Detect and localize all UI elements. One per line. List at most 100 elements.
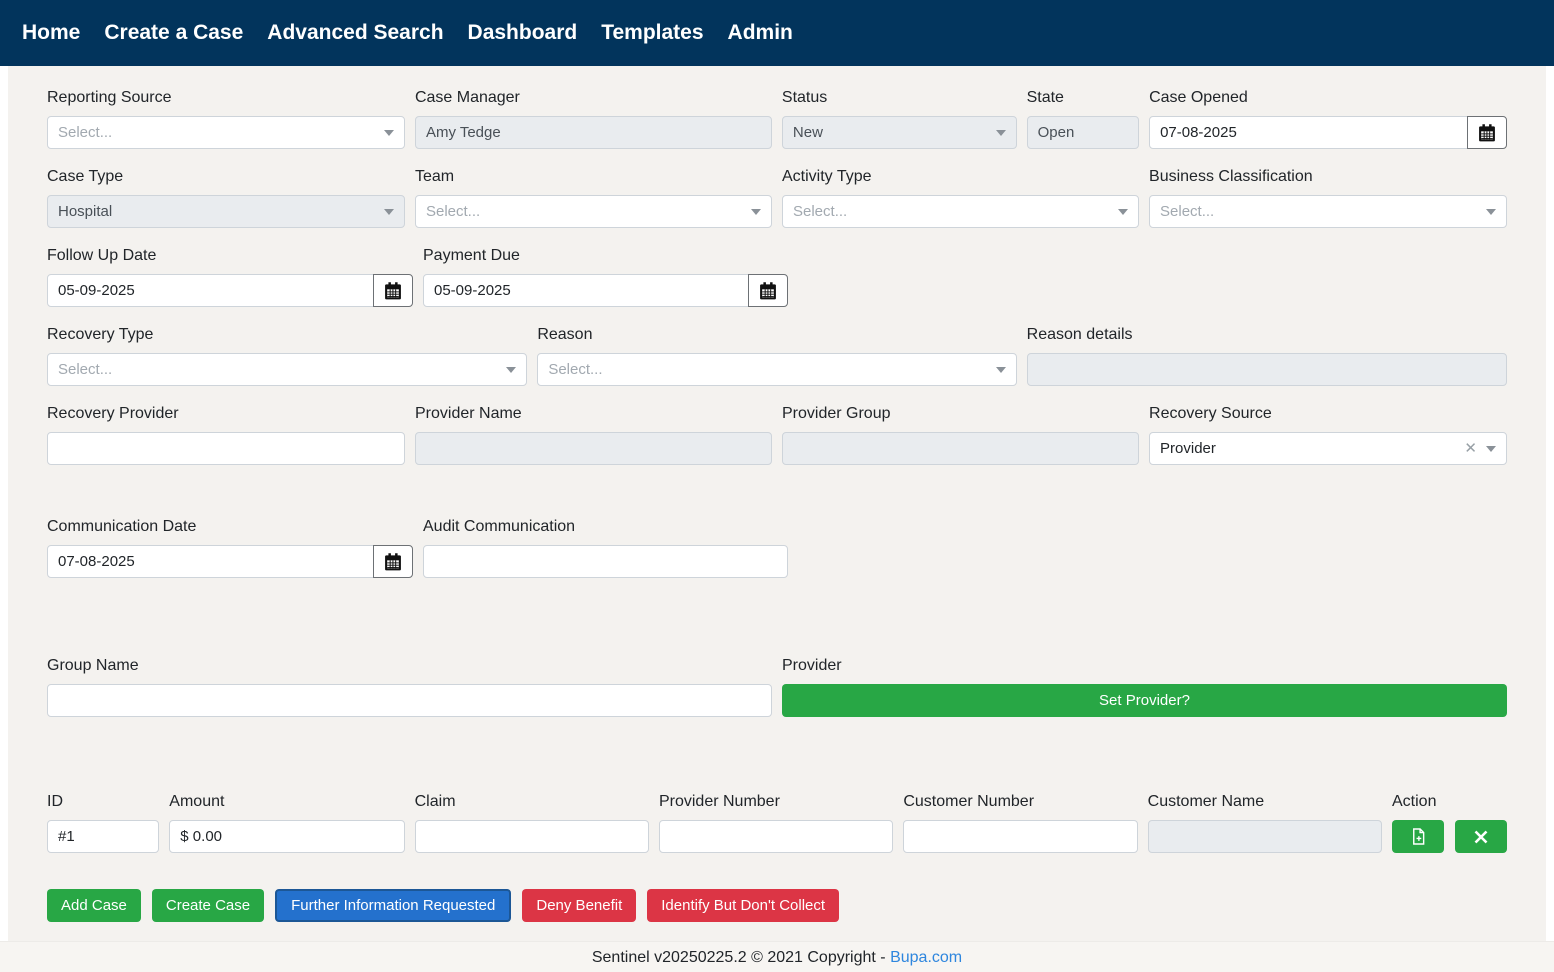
customer-number-input[interactable] bbox=[903, 820, 1138, 853]
field-reason-details: Reason details bbox=[1026, 325, 1507, 386]
state-label: State bbox=[1026, 89, 1064, 106]
chevron-down-icon bbox=[995, 129, 1006, 136]
customer-number-label: Customer Number bbox=[903, 793, 1035, 810]
provider-label: Provider bbox=[782, 657, 842, 674]
field-follow-up-date: Follow Up Date bbox=[47, 246, 413, 307]
form-actions: Add Case Create Case Further Information… bbox=[47, 889, 1507, 922]
case-opened-input[interactable] bbox=[1149, 116, 1468, 149]
team-select[interactable]: Select... bbox=[414, 195, 772, 228]
provider-name-input bbox=[414, 432, 772, 465]
case-opened-calendar-button[interactable] bbox=[1467, 116, 1507, 149]
field-reason: Reason Select... bbox=[537, 325, 1017, 386]
chevron-down-icon bbox=[383, 129, 394, 136]
payment-due-calendar-button[interactable] bbox=[748, 274, 788, 307]
nav-item-templates[interactable]: Templates bbox=[601, 21, 704, 44]
chevron-down-icon bbox=[995, 366, 1006, 373]
close-icon bbox=[1474, 830, 1488, 843]
activity-type-select[interactable]: Select... bbox=[782, 195, 1140, 228]
field-case-opened: Case Opened bbox=[1149, 88, 1507, 149]
payment-due-input[interactable] bbox=[423, 274, 749, 307]
business-classification-select[interactable]: Select... bbox=[1149, 195, 1507, 228]
case-opened-label: Case Opened bbox=[1149, 89, 1248, 106]
field-team: Team Select... bbox=[414, 167, 772, 228]
case-manager-label: Case Manager bbox=[414, 89, 520, 106]
recovery-source-label: Recovery Source bbox=[1149, 405, 1272, 422]
further-information-requested-button[interactable]: Further Information Requested bbox=[275, 889, 512, 922]
field-activity-type: Activity Type Select... bbox=[782, 167, 1140, 228]
team-label: Team bbox=[414, 168, 455, 185]
communication-date-calendar-button[interactable] bbox=[373, 545, 413, 578]
field-reporting-source: Reporting Source Select... bbox=[47, 88, 405, 149]
claim-label: Claim bbox=[414, 793, 456, 810]
clear-icon[interactable]: ✕ bbox=[1464, 440, 1477, 457]
status-select[interactable]: New bbox=[781, 116, 1017, 149]
chevron-down-icon bbox=[1486, 208, 1496, 215]
provider-name-label: Provider Name bbox=[414, 405, 522, 422]
field-group-name: Group Name bbox=[47, 656, 772, 717]
reason-details-label: Reason details bbox=[1026, 326, 1133, 343]
nav-item-home[interactable]: Home bbox=[22, 21, 81, 44]
reporting-source-select[interactable]: Select... bbox=[47, 116, 405, 149]
field-action: Action bbox=[1392, 792, 1507, 853]
add-document-icon bbox=[1412, 828, 1424, 845]
page-bottom-band bbox=[0, 941, 1554, 972]
reason-select[interactable]: Select... bbox=[537, 353, 1017, 386]
field-audit-communication: Audit Communication bbox=[423, 517, 788, 578]
recovery-provider-label: Recovery Provider bbox=[47, 405, 179, 422]
add-case-button[interactable]: Add Case bbox=[47, 889, 141, 922]
nav-item-advanced-search[interactable]: Advanced Search bbox=[267, 21, 444, 44]
field-provider: Provider Set Provider? bbox=[782, 656, 1507, 717]
field-case-manager: Case Manager bbox=[414, 88, 772, 149]
communication-date-label: Communication Date bbox=[47, 518, 197, 535]
field-provider-number: Provider Number bbox=[658, 792, 894, 853]
follow-up-date-label: Follow Up Date bbox=[47, 247, 157, 264]
follow-up-date-calendar-button[interactable] bbox=[373, 274, 413, 307]
chevron-down-icon bbox=[751, 208, 761, 215]
add-claim-line-button[interactable] bbox=[1392, 820, 1444, 853]
group-name-input[interactable] bbox=[47, 684, 772, 717]
recovery-source-select[interactable]: Provider ✕ bbox=[1149, 432, 1507, 465]
action-label: Action bbox=[1392, 793, 1437, 810]
set-provider-button[interactable]: Set Provider? bbox=[782, 684, 1507, 717]
provider-number-label: Provider Number bbox=[658, 793, 780, 810]
case-form: Reporting Source Select... Case Manager … bbox=[8, 66, 1546, 966]
recovery-provider-input[interactable] bbox=[47, 432, 405, 465]
field-customer-number: Customer Number bbox=[903, 792, 1138, 853]
field-recovery-source: Recovery Source Provider ✕ bbox=[1149, 404, 1507, 465]
calendar-icon bbox=[760, 281, 776, 299]
claim-input[interactable] bbox=[414, 820, 649, 853]
calendar-icon bbox=[385, 281, 401, 299]
nav-item-dashboard[interactable]: Dashboard bbox=[467, 21, 578, 44]
customer-name-input bbox=[1147, 820, 1382, 853]
audit-communication-label: Audit Communication bbox=[423, 518, 576, 535]
claim-id-input[interactable] bbox=[47, 820, 160, 853]
calendar-icon bbox=[1479, 123, 1495, 141]
footer: Sentinel v20250225.2 © 2021 Copyright - … bbox=[47, 949, 1507, 967]
audit-communication-input[interactable] bbox=[423, 545, 788, 578]
payment-due-label: Payment Due bbox=[423, 247, 520, 264]
team-value: Select... bbox=[425, 203, 481, 220]
activity-type-label: Activity Type bbox=[782, 168, 872, 185]
recovery-type-value: Select... bbox=[58, 361, 113, 378]
nav-item-admin[interactable]: Admin bbox=[727, 21, 793, 44]
claim-id-label: ID bbox=[47, 793, 63, 810]
claim-amount-input[interactable] bbox=[169, 820, 405, 853]
case-type-label: Case Type bbox=[47, 168, 124, 185]
chevron-down-icon bbox=[383, 208, 394, 215]
identify-but-dont-collect-button[interactable]: Identify But Don't Collect bbox=[647, 889, 840, 922]
remove-claim-line-button[interactable] bbox=[1455, 820, 1507, 853]
recovery-type-label: Recovery Type bbox=[47, 326, 154, 343]
provider-number-input[interactable] bbox=[658, 820, 894, 853]
nav-item-create-a-case[interactable]: Create a Case bbox=[104, 21, 244, 44]
case-type-select[interactable]: Hospital bbox=[47, 195, 405, 228]
deny-benefit-button[interactable]: Deny Benefit bbox=[522, 889, 637, 922]
communication-date-input[interactable] bbox=[47, 545, 374, 578]
follow-up-date-input[interactable] bbox=[47, 274, 374, 307]
field-claim-number: Claim bbox=[414, 792, 649, 853]
recovery-type-select[interactable]: Select... bbox=[47, 353, 528, 386]
bupa-link[interactable]: Bupa.com bbox=[890, 949, 963, 966]
provider-group-label: Provider Group bbox=[782, 405, 891, 422]
field-claim-id: ID bbox=[47, 792, 160, 853]
create-case-button[interactable]: Create Case bbox=[151, 889, 265, 922]
field-status: Status New bbox=[781, 88, 1017, 149]
